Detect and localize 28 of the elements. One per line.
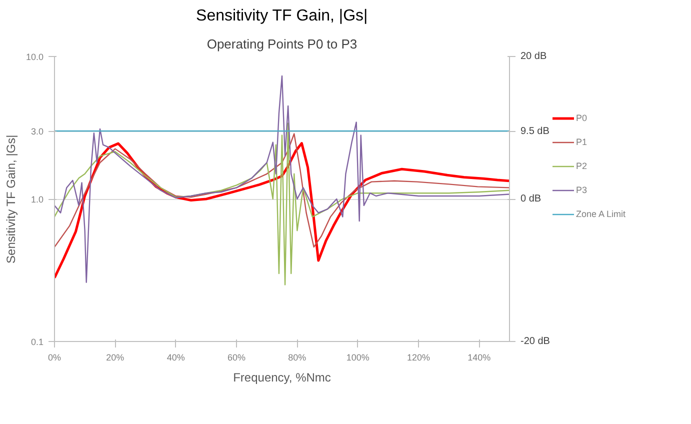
- y-tick-label: 3.0: [30, 126, 44, 137]
- x-tick-label: 0%: [48, 352, 62, 362]
- legend-label: P3: [576, 185, 588, 195]
- chart-subtitle: Operating Points P0 to P3: [206, 36, 358, 52]
- x-tick-label: 100%: [346, 352, 370, 362]
- legend-label: Zone A Limit: [576, 209, 626, 219]
- line-series: [54, 75, 510, 283]
- x-tick-label: 40%: [166, 352, 185, 362]
- y-tick-label: 1.0: [30, 194, 44, 204]
- y-axis-title: Sensitivity TF Gain, |Gs|: [4, 134, 18, 264]
- x-tick-label: 120%: [406, 352, 430, 362]
- y2-tick-label: -20 dB: [520, 336, 550, 347]
- x-tick-label: 140%: [468, 352, 491, 362]
- x-tick-label: 20%: [106, 352, 124, 362]
- line-series: [54, 122, 510, 286]
- x-tick-label: 80%: [288, 352, 306, 362]
- line-series: [54, 133, 510, 248]
- legend-label: P2: [576, 161, 588, 171]
- legend-label: P0: [576, 113, 588, 123]
- y2-tick-label: 0 dB: [520, 194, 542, 204]
- legend-label: P1: [576, 137, 588, 147]
- x-tick-label: 60%: [227, 352, 246, 362]
- y2-tick-label: 20 dB: [520, 51, 547, 62]
- x-axis-title: Frequency, %Nmc: [233, 370, 331, 384]
- chart-title: Sensitivity TF Gain, |Gs|: [196, 8, 368, 24]
- y-tick-label: 10.0: [26, 52, 44, 62]
- y2-tick-label: 9.5 dB: [520, 126, 550, 137]
- y-tick-label: 0.1: [30, 337, 44, 347]
